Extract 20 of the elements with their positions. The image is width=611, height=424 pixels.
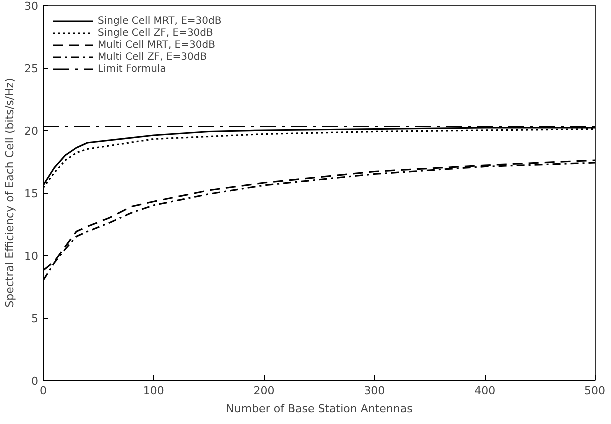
x-tick-label: 500 — [584, 384, 606, 398]
y-tick-label: 5 — [32, 312, 38, 326]
y-axis-title: Spectral Efficiency of Each Cell (bits/s/Hz) — [4, 78, 17, 308]
x-tick-label: 400 — [474, 384, 496, 398]
x-tick-label: 0 — [40, 384, 47, 398]
x-tick-label: 200 — [254, 384, 275, 398]
legend-label: Limit Formula — [98, 63, 166, 75]
y-tick-label: 20 — [24, 125, 39, 138]
legend-label: Multi Cell MRT, E=30dB — [98, 39, 216, 51]
y-tick-label: 25 — [24, 62, 39, 76]
y-tick-label: 15 — [24, 188, 39, 200]
y-tick-label: 30 — [24, 0, 39, 13]
y-tick-label: 0 — [32, 375, 38, 388]
legend-label: Multi Cell ZF, E=30dB — [98, 51, 208, 63]
legend-label: Single Cell MRT, E=30dB — [98, 15, 222, 27]
y-tick-label: 10 — [24, 250, 39, 263]
x-tick-label: 100 — [143, 384, 164, 398]
x-axis-title: Number of Base Station Antennas — [226, 402, 414, 416]
x-tick-label: 300 — [364, 384, 386, 398]
legend-label: Single Cell ZF, E=30dB — [98, 27, 214, 39]
